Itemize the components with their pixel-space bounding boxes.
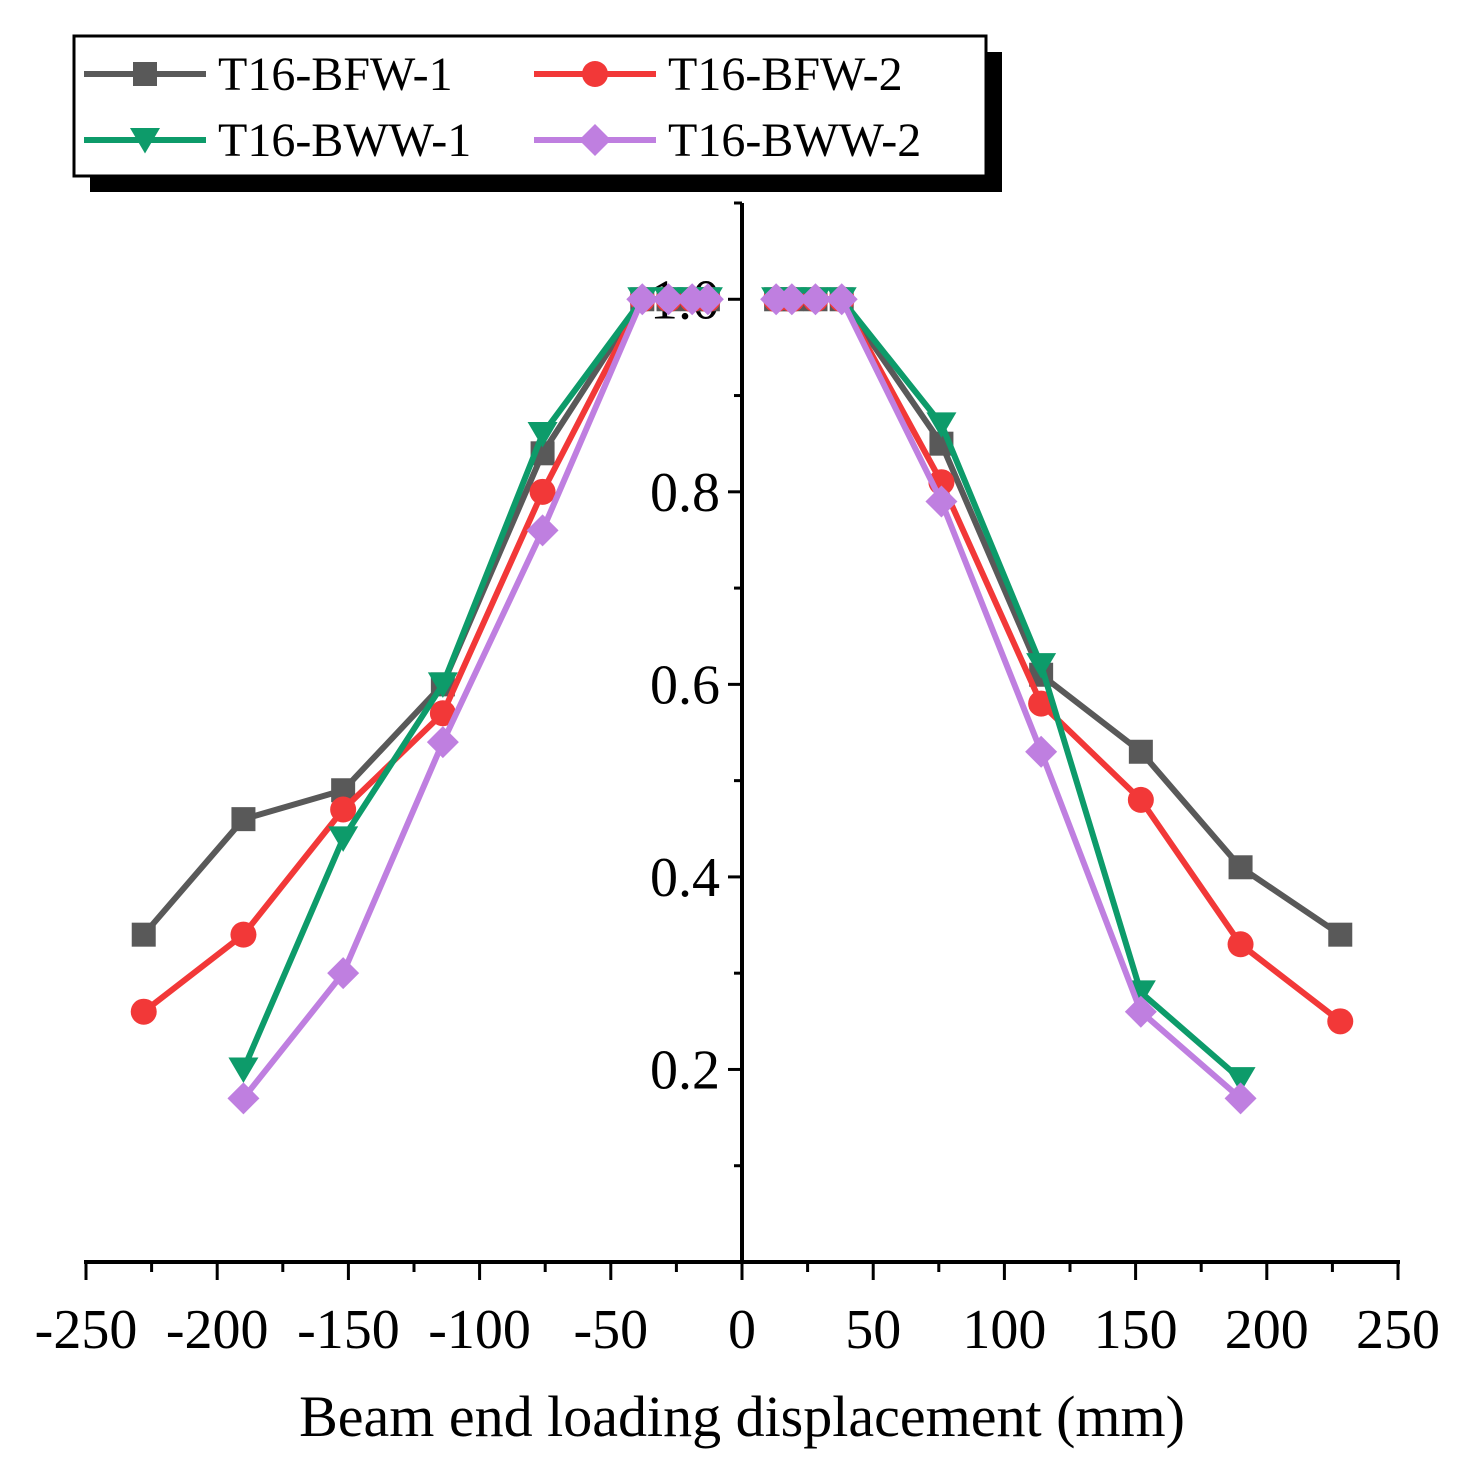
y-tick-label: 0.6	[650, 654, 720, 716]
data-point	[1225, 1067, 1256, 1093]
data-point	[228, 1057, 259, 1083]
legend-marker	[130, 128, 160, 154]
series-line-segment	[776, 296, 1343, 1024]
data-point	[328, 826, 359, 852]
data-point	[527, 422, 558, 448]
data-point	[230, 921, 257, 948]
series-line-segment	[141, 296, 708, 937]
data-point	[691, 283, 724, 316]
data-point	[1025, 735, 1058, 768]
data-point	[1127, 786, 1154, 813]
x-tick-label: -100	[428, 1299, 531, 1361]
legend-label: T16-BWW-2	[668, 114, 921, 167]
series-T16-BWW-2	[227, 283, 1257, 1115]
data-point	[825, 283, 858, 316]
series-line-segment	[241, 296, 708, 1101]
series-line-segment	[776, 296, 1342, 938]
data-point	[227, 1082, 260, 1115]
x-tick-label: 50	[845, 1299, 901, 1361]
data-point	[130, 998, 157, 1025]
data-point	[529, 478, 556, 505]
data-point	[652, 283, 685, 316]
x-axis-ticks: -250 -200 -150 -100 -50 0 50 100 150 200 250	[35, 1262, 1440, 1361]
x-axis-title: Beam end loading displacement (mm)	[299, 1384, 1185, 1449]
data-point	[427, 672, 458, 698]
legend-entry: T16-BFW-1	[84, 48, 453, 101]
x-tick-label: 250	[1356, 1299, 1440, 1361]
data-point	[1228, 855, 1253, 880]
legend-marker	[582, 61, 608, 87]
data-point	[1227, 931, 1254, 958]
legend-entry: T16-BWW-1	[84, 114, 471, 167]
series-layer	[130, 283, 1354, 1115]
data-point	[1124, 995, 1157, 1028]
data-point	[526, 514, 559, 547]
data-point	[926, 412, 957, 438]
x-tick-label: 200	[1225, 1299, 1309, 1361]
series-line-segment	[141, 296, 708, 1015]
series-line-segment	[776, 296, 1243, 1101]
legend-label: T16-BFW-1	[218, 48, 453, 101]
x-tick-label: -50	[573, 1299, 648, 1361]
data-point	[1327, 1008, 1354, 1035]
x-tick-label: 100	[962, 1299, 1046, 1361]
data-point	[925, 485, 958, 518]
legend-entry: T16-BFW-2	[534, 48, 903, 101]
legend: T16-BFW-1 T16-BFW-2 T16-BWW-1 T16-BWW-2	[72, 34, 1002, 192]
data-point	[426, 726, 459, 759]
data-point	[799, 283, 832, 316]
y-tick-label: 0.2	[650, 1039, 720, 1101]
legend-box	[72, 34, 988, 178]
legend-entries: T16-BFW-1 T16-BFW-2 T16-BWW-1 T16-BWW-2	[84, 48, 921, 167]
legend-label: T16-BFW-2	[668, 48, 903, 101]
legend-marker	[579, 124, 611, 156]
data-point	[626, 283, 659, 316]
legend-marker	[133, 62, 157, 86]
x-tick-label: 0	[728, 1299, 756, 1361]
legend-entry: T16-BWW-2	[534, 114, 921, 167]
legend-label: T16-BWW-1	[218, 114, 471, 167]
data-point	[1328, 922, 1353, 947]
data-point	[1224, 1082, 1257, 1115]
data-point	[1128, 739, 1153, 764]
series-line-segment	[776, 296, 1243, 1082]
series-line-segment	[240, 296, 708, 1071]
data-point	[327, 957, 360, 990]
plot-axes	[84, 203, 1400, 1264]
data-point	[231, 807, 256, 832]
data-point	[775, 283, 808, 316]
x-tick-label: -150	[297, 1299, 400, 1361]
y-axis-ticks: 0.20.40.60.81.0	[650, 201, 742, 1168]
data-point	[131, 922, 156, 947]
series-T16-BFW-2	[130, 286, 1354, 1035]
x-tick-label: -250	[35, 1299, 138, 1361]
data-point	[429, 700, 456, 727]
data-point	[330, 796, 357, 823]
data-point	[1028, 690, 1055, 717]
y-tick-label: 0.4	[650, 847, 720, 909]
y-tick-label: 0.8	[650, 462, 720, 524]
x-tick-label: -200	[166, 1299, 269, 1361]
x-tick-label: 150	[1094, 1299, 1178, 1361]
data-point	[1026, 653, 1057, 679]
